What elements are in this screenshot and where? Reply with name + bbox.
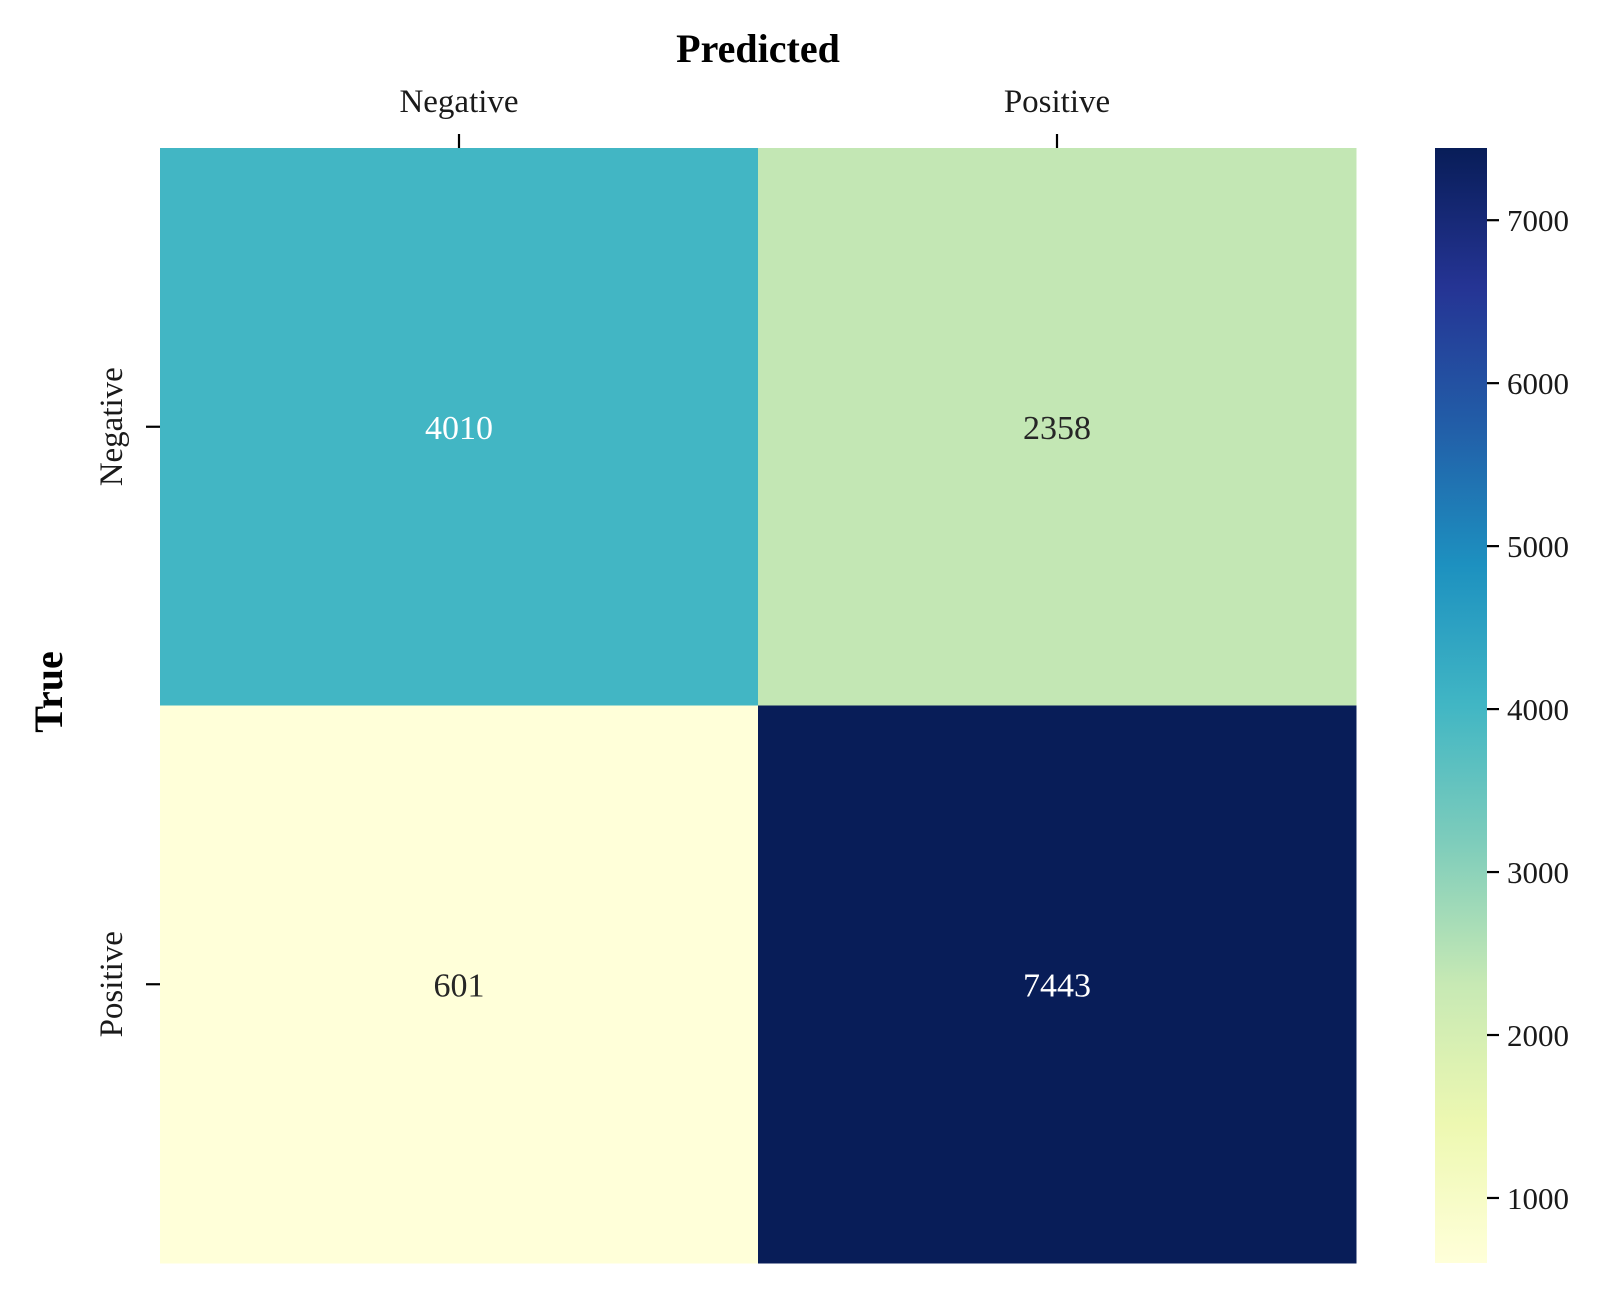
x-axis-ticks: Negative Positive [399, 84, 1110, 148]
colorbar-gradient [1435, 148, 1487, 1263]
colorbar-tick-label: 1000 [1507, 1181, 1569, 1216]
cell-value-label: 601 [434, 967, 485, 1004]
y-tick-label: Positive [94, 931, 130, 1037]
x-axis-title: Predicted [676, 26, 840, 71]
colorbar: 1000 2000 3000 4000 5000 6000 7000 [1435, 148, 1569, 1263]
colorbar-tick-label: 2000 [1507, 1018, 1569, 1053]
heatmap-cell-negative-positive [758, 148, 1357, 706]
heatmap-cell-labels: 4010 2358 601 7443 [425, 410, 1091, 1005]
x-tick-label: Negative [399, 84, 518, 120]
cell-value-label: 2358 [1023, 410, 1091, 447]
colorbar-ticks: 1000 2000 3000 4000 5000 6000 7000 [1487, 203, 1569, 1216]
heatmap-cells [160, 148, 1357, 1264]
colorbar-tick-label: 4000 [1507, 692, 1569, 727]
colorbar-tick-label: 5000 [1507, 529, 1569, 564]
heatmap-cell-positive-positive [758, 705, 1357, 1264]
y-axis-ticks: Negative Positive [94, 367, 160, 1037]
y-tick-label: Negative [94, 367, 130, 486]
colorbar-tick-label: 6000 [1507, 366, 1569, 401]
x-tick-label: Positive [1004, 84, 1110, 120]
colorbar-tick-label: 3000 [1507, 855, 1569, 890]
cell-value-label: 4010 [425, 410, 493, 447]
cell-value-label: 7443 [1023, 967, 1091, 1004]
colorbar-tick-label: 7000 [1507, 203, 1569, 238]
heatmap-cell-positive-negative [160, 705, 759, 1264]
heatmap-cell-negative-negative [160, 148, 759, 706]
y-axis-title: True [26, 651, 71, 732]
